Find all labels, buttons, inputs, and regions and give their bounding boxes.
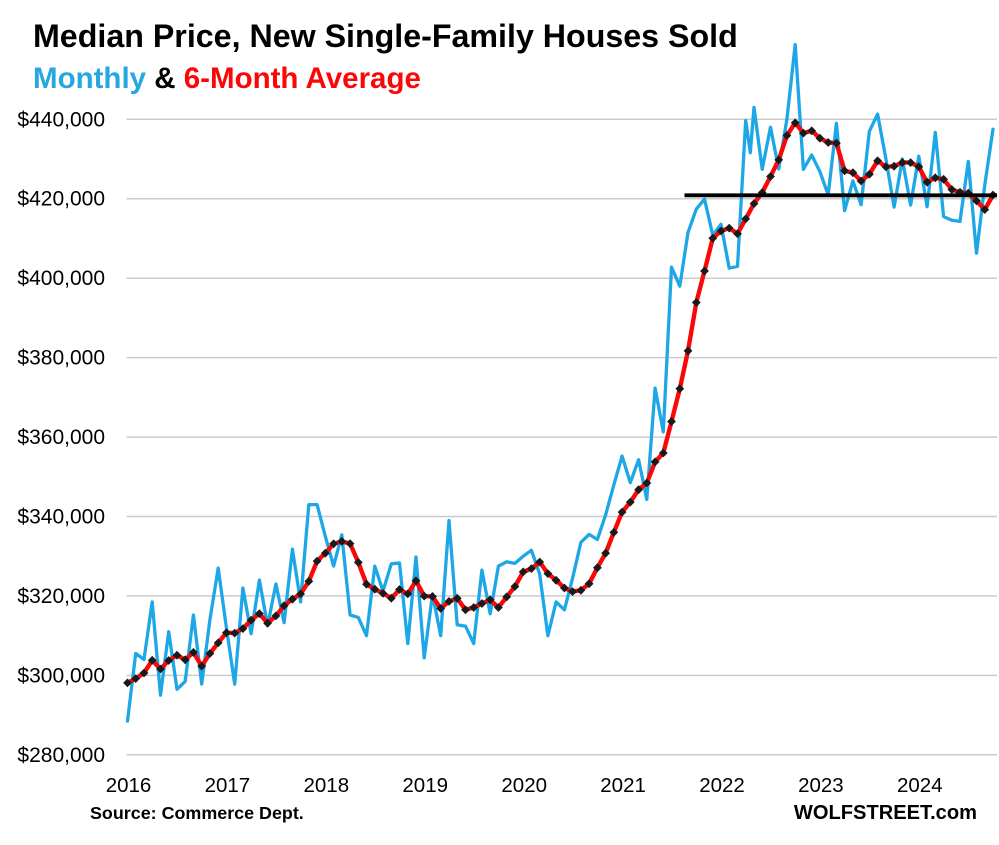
svg-text:2023: 2023 bbox=[798, 774, 844, 797]
svg-text:Source: Commerce Dept.: Source: Commerce Dept. bbox=[90, 803, 304, 823]
svg-text:$300,000: $300,000 bbox=[17, 664, 105, 687]
svg-text:2019: 2019 bbox=[402, 774, 448, 797]
svg-text:2016: 2016 bbox=[106, 774, 152, 797]
svg-text:$320,000: $320,000 bbox=[17, 585, 105, 608]
svg-text:$360,000: $360,000 bbox=[17, 426, 105, 449]
svg-text:2022: 2022 bbox=[699, 774, 745, 797]
svg-text:$340,000: $340,000 bbox=[17, 506, 105, 529]
svg-text:2024: 2024 bbox=[897, 774, 943, 797]
svg-text:2020: 2020 bbox=[501, 774, 547, 797]
svg-text:$380,000: $380,000 bbox=[17, 347, 105, 370]
svg-text:$440,000: $440,000 bbox=[17, 108, 105, 131]
svg-text:WOLFSTREET.com: WOLFSTREET.com bbox=[794, 802, 977, 824]
svg-text:2018: 2018 bbox=[303, 774, 349, 797]
svg-text:$400,000: $400,000 bbox=[17, 267, 105, 290]
svg-text:2021: 2021 bbox=[600, 774, 646, 797]
svg-text:Median Price, New Single-Famil: Median Price, New Single-Family Houses S… bbox=[33, 18, 738, 54]
svg-text:2017: 2017 bbox=[205, 774, 251, 797]
svg-text:$280,000: $280,000 bbox=[17, 744, 105, 767]
svg-text:$420,000: $420,000 bbox=[17, 188, 105, 211]
svg-text:Monthly & 6-Month Average: Monthly & 6-Month Average bbox=[33, 62, 421, 95]
